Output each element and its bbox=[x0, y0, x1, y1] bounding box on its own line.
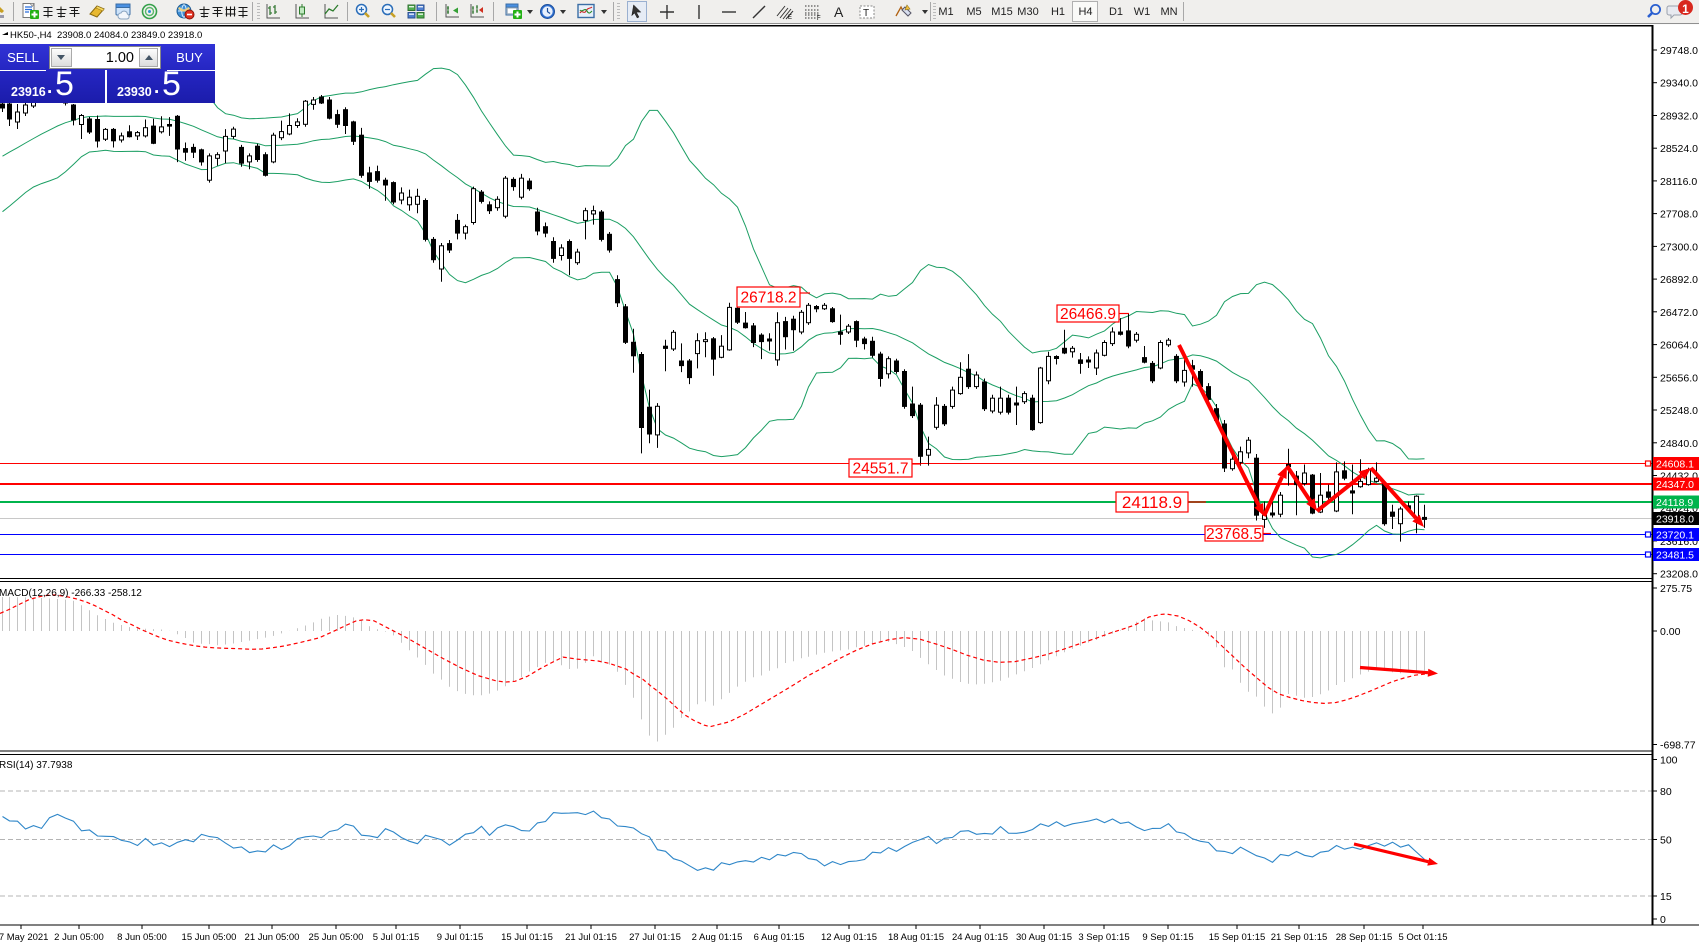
svg-text:23768.5: 23768.5 bbox=[1206, 526, 1262, 543]
svg-text:25656.0: 25656.0 bbox=[1660, 372, 1698, 384]
svg-text:A: A bbox=[834, 4, 844, 20]
svg-text:9 Jul 01:15: 9 Jul 01:15 bbox=[437, 932, 483, 943]
svg-text:28116.0: 28116.0 bbox=[1660, 176, 1697, 188]
svg-text:24840.0: 24840.0 bbox=[1660, 438, 1698, 450]
svg-text:21 Sep 01:15: 21 Sep 01:15 bbox=[1271, 932, 1328, 943]
svg-text:24118.9: 24118.9 bbox=[1122, 493, 1182, 512]
svg-text:HK50-,H4 23908.0 24084.0 2384: HK50-,H4 23908.0 24084.0 23849.0 23918.0 bbox=[10, 30, 202, 41]
svg-text:18 Aug 01:15: 18 Aug 01:15 bbox=[888, 932, 944, 943]
svg-text:23208.0: 23208.0 bbox=[1660, 569, 1698, 581]
svg-text:5 Jul 01:15: 5 Jul 01:15 bbox=[373, 932, 419, 943]
svg-text:15: 15 bbox=[1660, 891, 1672, 903]
svg-text:12 Aug 01:15: 12 Aug 01:15 bbox=[821, 932, 877, 943]
svg-text:24 Aug 01:15: 24 Aug 01:15 bbox=[952, 932, 1008, 943]
svg-text:24347.0: 24347.0 bbox=[1656, 479, 1694, 491]
svg-text:29340.0: 29340.0 bbox=[1660, 78, 1698, 90]
svg-text:25248.0: 25248.0 bbox=[1660, 405, 1698, 417]
svg-text:24608.1: 24608.1 bbox=[1656, 459, 1694, 471]
svg-text:2 Aug 01:15: 2 Aug 01:15 bbox=[692, 932, 743, 943]
svg-text:8 Jun 05:00: 8 Jun 05:00 bbox=[117, 932, 167, 943]
svg-text:27708.0: 27708.0 bbox=[1660, 209, 1698, 221]
svg-text:24118.9: 24118.9 bbox=[1656, 497, 1693, 509]
svg-text:26472.0: 26472.0 bbox=[1660, 307, 1698, 319]
svg-text:5 Oct 01:15: 5 Oct 01:15 bbox=[1398, 932, 1447, 943]
svg-text:80: 80 bbox=[1660, 786, 1672, 798]
svg-text:28932.0: 28932.0 bbox=[1660, 111, 1698, 123]
svg-text:25 Jun 05:00: 25 Jun 05:00 bbox=[309, 932, 364, 943]
svg-text:275.75: 275.75 bbox=[1660, 583, 1692, 595]
svg-text:F: F bbox=[817, 16, 821, 20]
svg-text:23481.5: 23481.5 bbox=[1656, 550, 1694, 562]
svg-text:15 Jun 05:00: 15 Jun 05:00 bbox=[182, 932, 237, 943]
svg-text:0.00: 0.00 bbox=[1660, 626, 1681, 638]
svg-text:26466.9: 26466.9 bbox=[1060, 306, 1116, 323]
svg-text:15 Jul 01:15: 15 Jul 01:15 bbox=[501, 932, 553, 943]
svg-text:3 Sep 01:15: 3 Sep 01:15 bbox=[1078, 932, 1129, 943]
svg-text:RSI(14) 37.7938: RSI(14) 37.7938 bbox=[0, 760, 73, 771]
svg-text:50: 50 bbox=[1660, 835, 1672, 847]
svg-text:26064.0: 26064.0 bbox=[1660, 340, 1698, 352]
svg-text:28 Sep 01:15: 28 Sep 01:15 bbox=[1336, 932, 1393, 943]
svg-text:2 Jun 05:00: 2 Jun 05:00 bbox=[54, 932, 104, 943]
svg-text:100: 100 bbox=[1660, 755, 1678, 767]
svg-text:15 Sep 01:15: 15 Sep 01:15 bbox=[1209, 932, 1266, 943]
svg-text:0: 0 bbox=[1660, 914, 1666, 926]
svg-text:26718.2: 26718.2 bbox=[740, 290, 796, 307]
svg-text:24551.7: 24551.7 bbox=[852, 461, 908, 478]
svg-text:21 Jun 05:00: 21 Jun 05:00 bbox=[245, 932, 300, 943]
svg-text:30 Aug 01:15: 30 Aug 01:15 bbox=[1016, 932, 1072, 943]
svg-text:29748.0: 29748.0 bbox=[1660, 45, 1698, 57]
svg-text:E: E bbox=[788, 15, 792, 20]
svg-text:23918.0: 23918.0 bbox=[1656, 514, 1694, 526]
svg-text:T: T bbox=[863, 8, 869, 19]
svg-text:26892.0: 26892.0 bbox=[1660, 274, 1698, 286]
svg-text:21 Jul 01:15: 21 Jul 01:15 bbox=[565, 932, 617, 943]
svg-text:28524.0: 28524.0 bbox=[1660, 143, 1698, 155]
svg-text:23720.1: 23720.1 bbox=[1656, 530, 1694, 542]
svg-text:9 Sep 01:15: 9 Sep 01:15 bbox=[1142, 932, 1193, 943]
svg-text:6 Aug 01:15: 6 Aug 01:15 bbox=[754, 932, 805, 943]
svg-text:MACD(12,26,9) -266.33 -258.12: MACD(12,26,9) -266.33 -258.12 bbox=[0, 588, 142, 599]
svg-text:-698.77: -698.77 bbox=[1660, 740, 1696, 752]
svg-text:27 Jul 01:15: 27 Jul 01:15 bbox=[629, 932, 681, 943]
svg-text:27 May 2021: 27 May 2021 bbox=[0, 932, 48, 943]
svg-text:27300.0: 27300.0 bbox=[1660, 241, 1698, 253]
